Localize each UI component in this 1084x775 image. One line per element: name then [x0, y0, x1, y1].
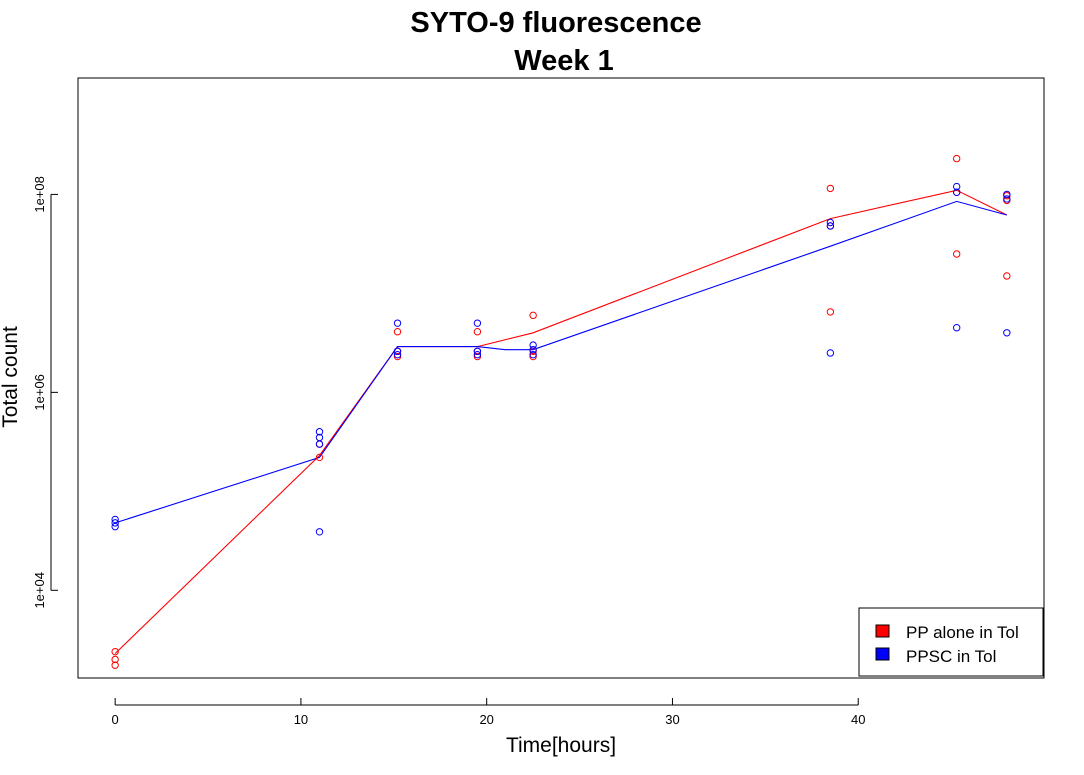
data-point [393, 347, 402, 355]
data-point [473, 328, 482, 336]
data-point [952, 154, 961, 163]
legend: PP alone in Tol PPSC in Tol [858, 607, 1044, 677]
legend-label-pp-alone: PP alone in Tol [906, 623, 1019, 642]
y-tick-label: 1e+08 [32, 176, 47, 213]
data-point [315, 528, 324, 536]
series-line-0 [114, 189, 1008, 654]
x-tick-label: 30 [665, 712, 679, 727]
data-point [529, 341, 537, 349]
data-point [1003, 190, 1011, 199]
data-point [952, 182, 961, 191]
y-tick-label: 1e+06 [32, 374, 47, 411]
data-point [1003, 272, 1011, 280]
y-tick-label: 1e+04 [32, 572, 47, 609]
plot-frame [77, 77, 1045, 679]
chart-subtitle: Week 1 [514, 45, 613, 77]
legend-box [858, 607, 1044, 677]
data-point [826, 349, 835, 357]
data-point [393, 319, 402, 327]
data-point [111, 515, 119, 524]
data-point [315, 453, 324, 462]
data-point [473, 347, 482, 355]
data-point [111, 655, 119, 664]
data-point [952, 250, 961, 258]
legend-label-ppsc: PPSC in Tol [906, 647, 996, 666]
series-line-1 [115, 200, 1007, 524]
data-point [826, 222, 835, 230]
data-point [315, 440, 324, 448]
chart-title: SYTO-9 fluorescence [410, 7, 701, 39]
data-point [1003, 195, 1011, 203]
x-axis-label: Time[hours] [506, 734, 616, 757]
data-point [529, 351, 537, 359]
x-tick-label: 10 [294, 712, 308, 727]
data-point [473, 351, 482, 359]
legend-swatch-ppsc [875, 647, 890, 661]
series-points [111, 154, 1011, 669]
data-point [826, 184, 835, 193]
data-point [111, 519, 119, 527]
series-lines [114, 189, 1008, 654]
legend-swatch-pp-alone [875, 624, 890, 638]
data-point [393, 351, 402, 359]
data-point [111, 647, 119, 656]
data-point [952, 324, 961, 332]
data-point [315, 428, 324, 436]
axes: 0 10 20 30 40 1e+04 1e+06 1e+08 [32, 176, 865, 727]
data-point [826, 308, 835, 316]
data-point [826, 218, 835, 227]
data-point [1003, 329, 1011, 337]
data-point [952, 188, 961, 197]
data-point [473, 319, 482, 327]
x-tick-label: 20 [479, 712, 493, 727]
data-point [529, 345, 537, 354]
y-axis-label: Total count [0, 326, 22, 428]
x-tick-label: 0 [112, 712, 119, 727]
x-tick-label: 40 [851, 712, 865, 727]
data-point [111, 661, 119, 669]
data-point [393, 328, 402, 336]
data-point [111, 522, 119, 531]
data-point [529, 311, 537, 320]
